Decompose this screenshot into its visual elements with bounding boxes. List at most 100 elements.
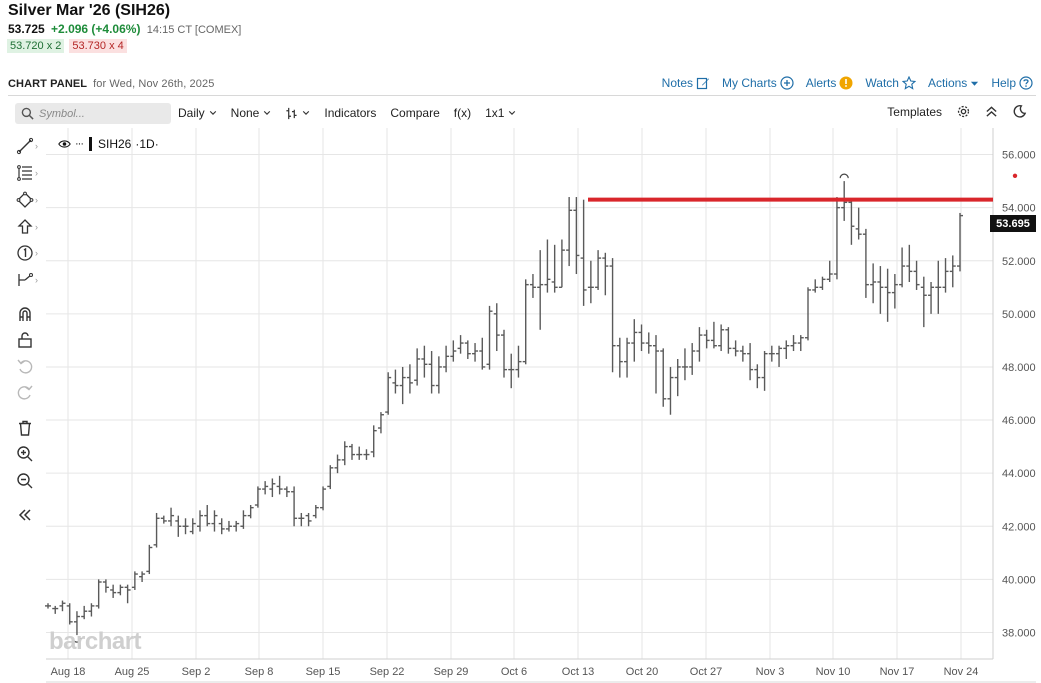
ohlc-bar xyxy=(283,486,290,498)
notes-link[interactable]: Notes xyxy=(662,76,710,90)
actions-menu[interactable]: Actions xyxy=(928,76,979,90)
zoom-in-icon xyxy=(17,446,33,462)
ohlc-bar xyxy=(59,600,66,612)
ohlc-bar xyxy=(182,518,189,535)
y-tick-label: 56.000 xyxy=(1002,150,1036,162)
ohlc-bar xyxy=(913,260,920,290)
gear-icon[interactable] xyxy=(956,104,971,119)
fib-tool-button[interactable]: › xyxy=(16,162,42,184)
redo-button[interactable] xyxy=(16,381,42,403)
zoom-in-button[interactable] xyxy=(16,443,42,465)
ohlc-bar xyxy=(320,486,327,511)
lock-button[interactable] xyxy=(16,329,42,351)
y-tick-label: 46.000 xyxy=(1002,415,1036,427)
ohlc-bar xyxy=(146,544,153,575)
chevron-down-icon xyxy=(209,111,216,115)
shape-tool-button[interactable]: › xyxy=(16,189,42,211)
price-change: +2.096 (+4.06%) xyxy=(51,22,141,36)
ohlc-bar xyxy=(189,518,196,535)
ohlc-bar xyxy=(558,239,565,288)
ohlc-bar xyxy=(385,372,392,415)
trash-icon xyxy=(19,420,31,436)
ohlc-bar xyxy=(819,276,826,290)
legend-more-icon[interactable]: ··· xyxy=(75,138,84,150)
my-charts-link[interactable]: My Charts xyxy=(722,76,794,90)
y-tick-label: 50.000 xyxy=(1002,309,1036,321)
ohlc-bar xyxy=(414,348,421,386)
templates-label: Templates xyxy=(887,104,942,119)
undo-button[interactable] xyxy=(16,355,42,377)
dark-mode-icon[interactable] xyxy=(1012,104,1027,119)
ohlc-bar xyxy=(616,337,623,378)
y-tick-label: 44.000 xyxy=(1002,468,1036,480)
line-tool-button[interactable]: › xyxy=(16,135,42,157)
legend-symbol: SIH26 xyxy=(98,137,132,151)
panel-title: CHART PANEL for Wed, Nov 26th, 2025 xyxy=(8,78,214,90)
ohlc-bar xyxy=(899,247,906,288)
y-tick-label: 48.000 xyxy=(1002,362,1036,374)
help-link[interactable]: Help xyxy=(991,76,1033,90)
ohlc-bar xyxy=(703,329,710,349)
ohlc-bar xyxy=(262,481,269,495)
ohlc-bar xyxy=(681,348,688,381)
ohlc-bar xyxy=(168,507,175,527)
x-tick-label: Oct 27 xyxy=(690,666,722,678)
arrow-tool-button[interactable]: › xyxy=(16,216,42,238)
magnet-button[interactable] xyxy=(16,303,42,325)
layout-dropdown[interactable]: 1x1 xyxy=(485,106,516,120)
compare-button[interactable]: Compare xyxy=(390,106,439,120)
fx-button[interactable]: f(x) xyxy=(454,106,471,120)
ohlc-bar xyxy=(689,343,696,375)
ohlc-bar xyxy=(891,274,898,309)
x-tick-label: Oct 13 xyxy=(562,666,594,678)
ohlc-bar xyxy=(624,337,631,378)
ohlc-bar xyxy=(399,366,406,405)
ohlc-bar xyxy=(472,343,479,362)
ohlc-bar xyxy=(739,345,746,362)
chevron-up-double-icon[interactable] xyxy=(985,105,998,118)
ohlc-bar xyxy=(493,303,500,352)
bar-type-dropdown[interactable] xyxy=(285,107,310,120)
ohlc-bar xyxy=(638,324,645,352)
zoom-out-button[interactable] xyxy=(16,470,42,492)
ohlc-bar xyxy=(674,358,681,397)
ohlc-bar xyxy=(327,465,334,490)
ohlc-bar xyxy=(160,515,167,524)
zoom-out-icon xyxy=(17,473,33,489)
overlay-dropdown[interactable]: None xyxy=(231,106,272,120)
ohlc-bar xyxy=(935,260,942,314)
ohlc-bar xyxy=(269,478,276,498)
numbered-tool-button[interactable]: › xyxy=(16,242,42,264)
chart-panel-header: CHART PANEL for Wed, Nov 26th, 2025 Note… xyxy=(0,74,1041,94)
ohlc-bar xyxy=(768,345,775,362)
ohlc-bar xyxy=(464,340,471,359)
y-tick-label: 54.000 xyxy=(1002,203,1036,215)
ohlc-bar xyxy=(848,199,855,245)
ohlc-bar xyxy=(797,335,804,352)
search-icon xyxy=(21,107,34,120)
star-icon xyxy=(901,76,916,90)
bid-badge: 53.720 x 2 xyxy=(7,39,65,53)
chevron-down-icon xyxy=(264,111,271,115)
watch-link[interactable]: Watch xyxy=(865,76,916,90)
header-divider xyxy=(8,95,1036,96)
ohlc-bar xyxy=(175,515,182,537)
symbol-search-input[interactable]: Symbol... xyxy=(15,103,171,124)
ohlc-bar xyxy=(110,584,117,598)
ohlc-bar xyxy=(117,584,124,596)
price-chart[interactable]: 38.000 40.000 42.000 44.000 46.000 48.000 50.0… xyxy=(0,128,1041,683)
ohlc-bar xyxy=(906,244,913,282)
templates-button[interactable]: Templates xyxy=(887,105,942,119)
legend-interval: ·1D· xyxy=(135,137,159,151)
measure-tool-button[interactable]: › xyxy=(16,269,42,291)
collapse-toolbar-button[interactable] xyxy=(16,504,42,526)
interval-dropdown[interactable]: Daily xyxy=(178,106,217,120)
x-tick-label: Nov 24 xyxy=(944,666,979,678)
ohlc-bar xyxy=(486,305,493,370)
delete-button[interactable] xyxy=(16,417,42,439)
ohlc-bar xyxy=(508,353,515,389)
ohlc-bar xyxy=(66,603,73,625)
alerts-link[interactable]: Alerts xyxy=(806,76,854,90)
eye-icon[interactable] xyxy=(58,139,71,149)
indicators-button[interactable]: Indicators xyxy=(324,106,376,120)
